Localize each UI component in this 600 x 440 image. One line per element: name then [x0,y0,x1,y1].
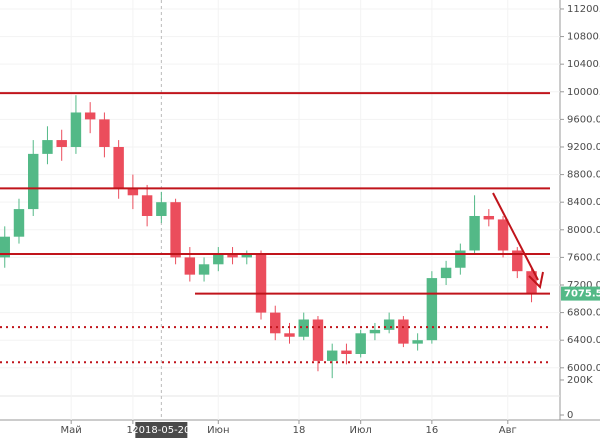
candle-body [497,219,509,251]
y-tick-label: 7200.0 [567,280,600,291]
y-tick-label: 8800.0 [567,170,600,181]
trend-arrow [492,192,539,281]
y-tick-label: 11200.0 [567,4,600,15]
candle-body [213,253,224,265]
candle-body [28,153,39,210]
candle-body [312,319,324,361]
candle-body [412,340,423,344]
candle-body [483,215,495,220]
candle-body [426,278,438,341]
y-tick-label: 10000.0 [567,87,600,98]
levels [0,92,550,364]
y-tick-label: 9200.0 [567,142,600,153]
candle-body [241,253,252,258]
x-tick-label: Июн [207,425,229,436]
x-tick-label: Май [61,425,82,436]
last-price-box [561,286,600,301]
candle-body [398,319,409,344]
x-tick-label: Авг [499,425,517,436]
x-tick-label: 14 [127,425,140,436]
y-tick-label: 8000.0 [567,225,600,236]
y-tick-label: 10400.0 [567,59,600,70]
candle-body [455,250,466,268]
grid [0,0,560,420]
volume-tick-label: 200K [567,375,593,386]
y-tick-label: 9600.0 [567,114,600,125]
candle-body [42,140,53,154]
x-tick-label: 18 [293,425,306,436]
candle-body [383,319,395,330]
candle-body [270,312,281,334]
candle-body [440,267,452,279]
candle-body [0,236,10,258]
candle-body [227,253,238,258]
x-tick-label: Июл [350,425,372,436]
y-tick-label: 7600.0 [567,252,600,263]
y-tick-label: 8400.0 [567,197,600,208]
candle-body [13,209,25,237]
volume-tick-label: 0 [567,410,573,421]
y-tick-label: 6800.0 [567,308,600,319]
candle-body [469,215,480,251]
y-tick-label: 10800.0 [567,32,600,43]
candle-body [156,202,167,216]
candle-body [355,333,366,354]
candle-body [184,257,196,275]
crosshair-box [135,422,188,438]
candle-body [369,329,381,334]
arrow-head [528,271,544,290]
candle-body [99,119,110,147]
last-price-label: 7075.5 [564,289,600,300]
candle-body [341,350,352,354]
x-tick-label: 16 [425,425,438,436]
candle-body [170,202,181,258]
candle-body [198,264,210,275]
candle-body [512,250,523,272]
candle-body [70,112,82,147]
candle-body [298,319,309,337]
candle-body [84,112,96,120]
axes: 6000.0 6400.0 6800.0 7200.0 7600.0 8000.0 8400… [61,4,600,438]
crosshair-label: 2018-05-20 [132,425,190,436]
candle-body [326,350,338,361]
candle-body [141,195,153,216]
y-tick-label: 6400.0 [567,335,600,346]
candle-body [526,271,537,294]
candle-body [255,253,267,313]
candle-body [127,188,139,196]
y-tick-label: 6000.0 [567,363,600,374]
candle-body [56,140,67,147]
candle-body [113,146,124,189]
candles [0,95,537,379]
candle-body [284,333,295,337]
